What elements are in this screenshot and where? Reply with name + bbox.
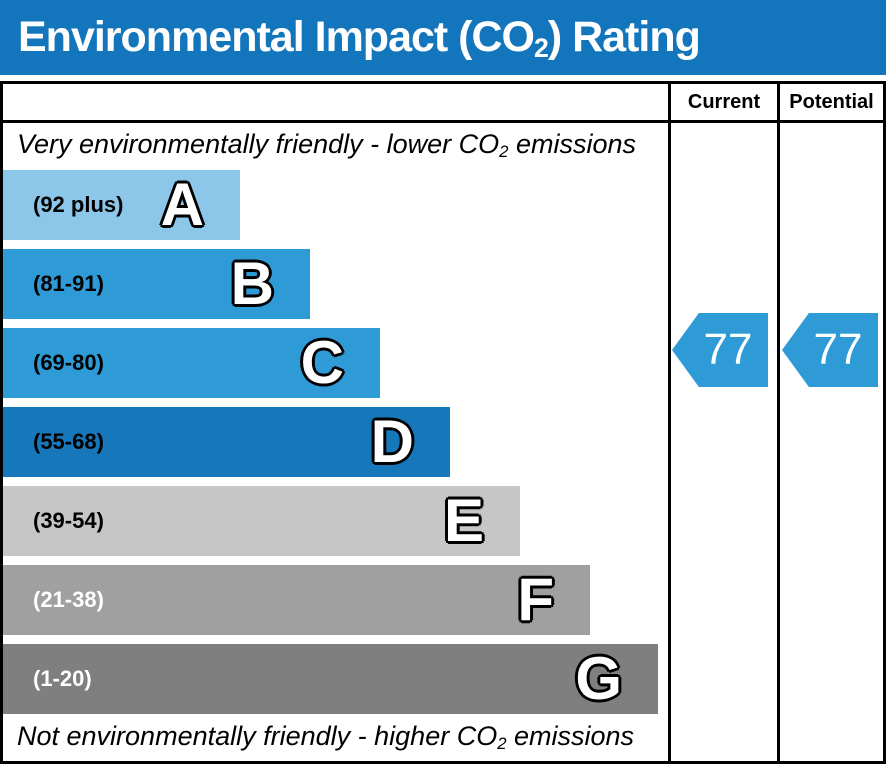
band-f: (21-38) F bbox=[3, 565, 590, 635]
bottom-note-suffix: emissions bbox=[506, 721, 635, 751]
band-b: (81-91) B bbox=[3, 249, 310, 319]
band-letter: E bbox=[443, 487, 484, 554]
band-letter: B bbox=[230, 250, 274, 317]
header-underline bbox=[0, 120, 886, 123]
band-range-label: (21-38) bbox=[33, 587, 104, 612]
chart-title-prefix: Environmental Impact (CO bbox=[18, 13, 535, 61]
band-letter: G bbox=[575, 645, 622, 712]
bottom-note-prefix: Not environmentally friendly - higher CO bbox=[17, 721, 498, 751]
chart-title-bar: Environmental Impact (CO2) Rating bbox=[0, 0, 886, 75]
band-letter: A bbox=[160, 171, 204, 238]
column-divider-potential bbox=[777, 81, 780, 764]
column-header-current: Current bbox=[687, 90, 761, 113]
potential-rating-value: 77 bbox=[813, 325, 863, 374]
chart-title-subscript: 2 bbox=[533, 32, 549, 63]
band-range-label: (1-20) bbox=[33, 666, 92, 691]
top-note-subscript: 2 bbox=[499, 141, 509, 161]
band-letter: D bbox=[370, 408, 414, 475]
bottom-note: Not environmentally friendly - higher CO… bbox=[17, 721, 634, 752]
band-range-label: (69-80) bbox=[33, 350, 104, 375]
top-note-suffix: emissions bbox=[508, 129, 637, 159]
band-range-label: (81-91) bbox=[33, 271, 104, 296]
current-rating-value: 77 bbox=[703, 325, 753, 374]
band-letter: F bbox=[517, 566, 554, 633]
band-range-label: (92 plus) bbox=[33, 192, 124, 217]
column-header-potential: Potential bbox=[789, 90, 874, 113]
band-a: (92 plus) A bbox=[3, 170, 240, 240]
potential-rating-arrow: 77 bbox=[782, 313, 878, 387]
top-note-prefix: Very environmentally friendly - lower CO bbox=[17, 129, 500, 159]
bottom-note-subscript: 2 bbox=[497, 733, 507, 753]
band-e: (39-54) E bbox=[3, 486, 520, 556]
band-d: (55-68) D bbox=[3, 407, 450, 477]
band-g: (1-20) G bbox=[3, 644, 658, 714]
column-divider-current bbox=[668, 81, 671, 764]
band-range-label: (55-68) bbox=[33, 429, 104, 454]
band-letter: C bbox=[300, 329, 344, 396]
band-range-label: (39-54) bbox=[33, 508, 104, 533]
band-c: (69-80) C bbox=[3, 328, 380, 398]
chart-title: Environmental Impact (CO2) Rating bbox=[18, 13, 701, 63]
chart-title-suffix: ) Rating bbox=[547, 13, 701, 61]
top-note: Very environmentally friendly - lower CO… bbox=[17, 129, 636, 160]
